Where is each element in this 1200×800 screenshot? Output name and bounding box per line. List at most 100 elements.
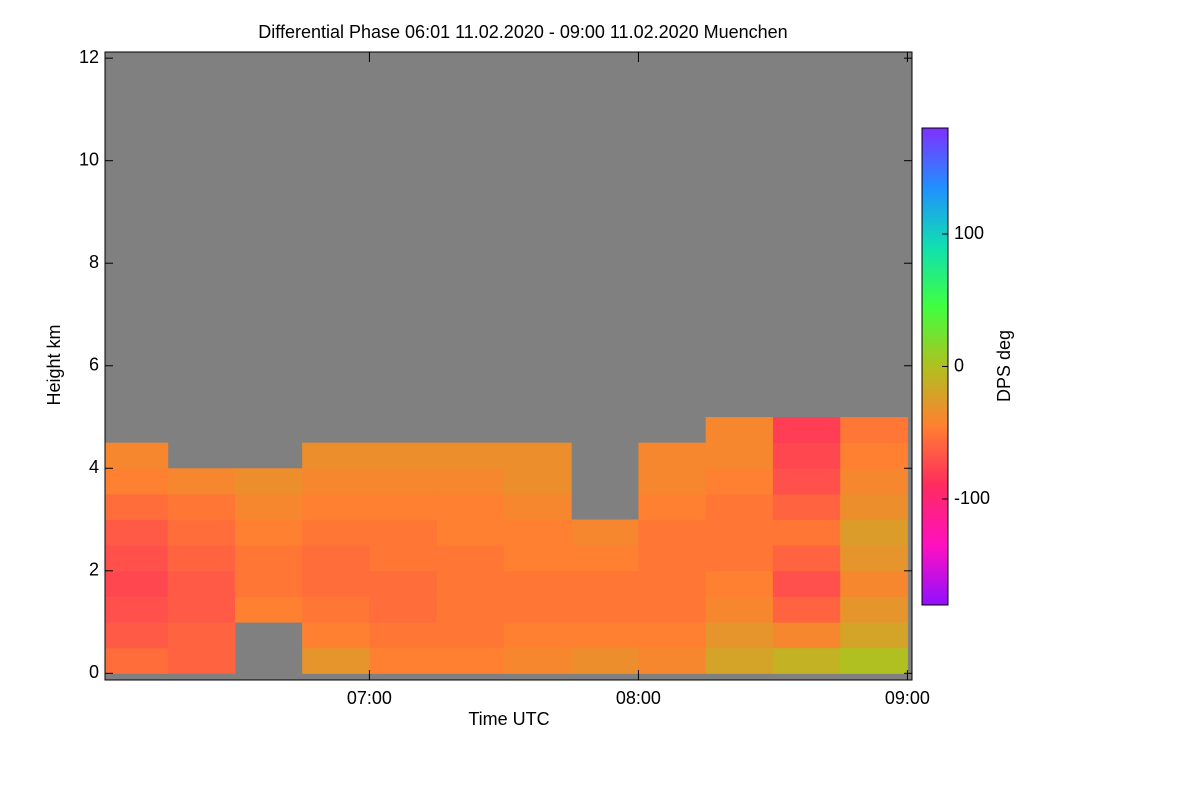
heatmap-cell — [705, 468, 774, 495]
heatmap-cell — [705, 545, 774, 572]
heatmap-cell — [638, 545, 707, 572]
heatmap-cell — [436, 647, 505, 674]
heatmap-cell — [840, 596, 908, 623]
heatmap-cell — [369, 570, 438, 597]
heatmap-cell — [638, 468, 707, 495]
x-tick-label: 07:00 — [347, 688, 392, 708]
heatmap-cell — [840, 442, 908, 469]
heatmap-cell — [369, 647, 438, 674]
heatmap-cell — [167, 622, 236, 649]
heatmap-cell — [571, 545, 639, 572]
x-axis-label: Time UTC — [468, 709, 549, 729]
heatmap-cell — [503, 442, 572, 469]
heatmap-cell — [302, 493, 370, 521]
colorbar-tick-label: 0 — [954, 355, 964, 375]
heatmap-cell — [302, 570, 370, 597]
y-tick-label: 10 — [79, 149, 99, 169]
heatmap — [105, 417, 908, 674]
colorbar-tick-label: 100 — [954, 223, 984, 243]
heatmap-cell — [705, 417, 774, 444]
heatmap-cell — [167, 493, 236, 521]
heatmap-cell — [369, 493, 438, 521]
heatmap-cell — [840, 519, 908, 546]
y-axis-label: Height km — [44, 324, 64, 405]
colorbar-label: DPS deg — [994, 330, 1014, 402]
y-tick-label: 2 — [89, 560, 99, 580]
heatmap-cell — [571, 570, 639, 597]
heatmap-cell — [234, 493, 303, 521]
heatmap-cell — [302, 468, 370, 495]
heatmap-cell — [234, 545, 303, 572]
heatmap-cell — [167, 545, 236, 572]
heatmap-cell — [369, 468, 438, 495]
heatmap-cell — [167, 647, 236, 674]
y-tick-label: 0 — [89, 662, 99, 682]
heatmap-cell — [302, 596, 370, 623]
heatmap-cell — [772, 442, 841, 469]
heatmap-cell — [167, 596, 236, 623]
colorbar-tick-label: -100 — [954, 488, 990, 508]
heatmap-cell — [369, 622, 438, 649]
heatmap-cell — [503, 493, 572, 521]
heatmap-cell — [638, 519, 707, 546]
heatmap-cell — [705, 647, 774, 674]
heatmap-cell — [638, 442, 707, 469]
heatmap-cell — [302, 647, 370, 674]
heatmap-cell — [840, 622, 908, 649]
heatmap-cell — [105, 493, 169, 521]
heatmap-cell — [105, 545, 169, 572]
heatmap-cell — [840, 493, 908, 521]
heatmap-cell — [571, 647, 639, 674]
x-tick-label: 08:00 — [616, 688, 661, 708]
heatmap-cell — [772, 647, 841, 674]
heatmap-cell — [840, 417, 908, 444]
x-tick-label: 09:00 — [885, 688, 930, 708]
heatmap-cell — [705, 519, 774, 546]
y-tick-label: 12 — [79, 47, 99, 67]
heatmap-cell — [369, 442, 438, 469]
heatmap-cell — [840, 647, 908, 674]
heatmap-cell — [840, 570, 908, 597]
heatmap-cell — [436, 519, 505, 546]
heatmap-cell — [105, 442, 169, 469]
heatmap-cell — [705, 570, 774, 597]
heatmap-cell — [638, 596, 707, 623]
heatmap-cell — [705, 622, 774, 649]
heatmap-cell — [436, 570, 505, 597]
heatmap-cell — [772, 468, 841, 495]
heatmap-cell — [638, 647, 707, 674]
heatmap-cell — [772, 493, 841, 521]
heatmap-cell — [369, 596, 438, 623]
heatmap-cell — [234, 519, 303, 546]
chart-title: Differential Phase 06:01 11.02.2020 - 09… — [258, 22, 787, 42]
heatmap-cell — [302, 519, 370, 546]
heatmap-cell — [105, 622, 169, 649]
heatmap-cell — [840, 545, 908, 572]
heatmap-cell — [840, 468, 908, 495]
heatmap-cell — [167, 570, 236, 597]
heatmap-cell — [167, 468, 236, 495]
heatmap-cell — [105, 519, 169, 546]
y-tick-label: 4 — [89, 457, 99, 477]
heatmap-cell — [503, 647, 572, 674]
heatmap-cell — [705, 493, 774, 521]
heatmap-cell — [302, 442, 370, 469]
heatmap-cell — [772, 545, 841, 572]
heatmap-cell — [105, 570, 169, 597]
heatmap-cell — [503, 622, 572, 649]
heatmap-cell — [705, 442, 774, 469]
heatmap-cell — [302, 622, 370, 649]
heatmap-cell — [772, 596, 841, 623]
heatmap-cell — [503, 519, 572, 546]
heatmap-cell — [105, 468, 169, 495]
heatmap-cell — [772, 519, 841, 546]
heatmap-cell — [302, 545, 370, 572]
heatmap-cell — [638, 570, 707, 597]
heatmap-cell — [638, 622, 707, 649]
heatmap-cell — [705, 596, 774, 623]
heatmap-cell — [105, 647, 169, 674]
heatmap-cell — [234, 596, 303, 623]
heatmap-cell — [234, 468, 303, 495]
heatmap-cell — [167, 519, 236, 546]
